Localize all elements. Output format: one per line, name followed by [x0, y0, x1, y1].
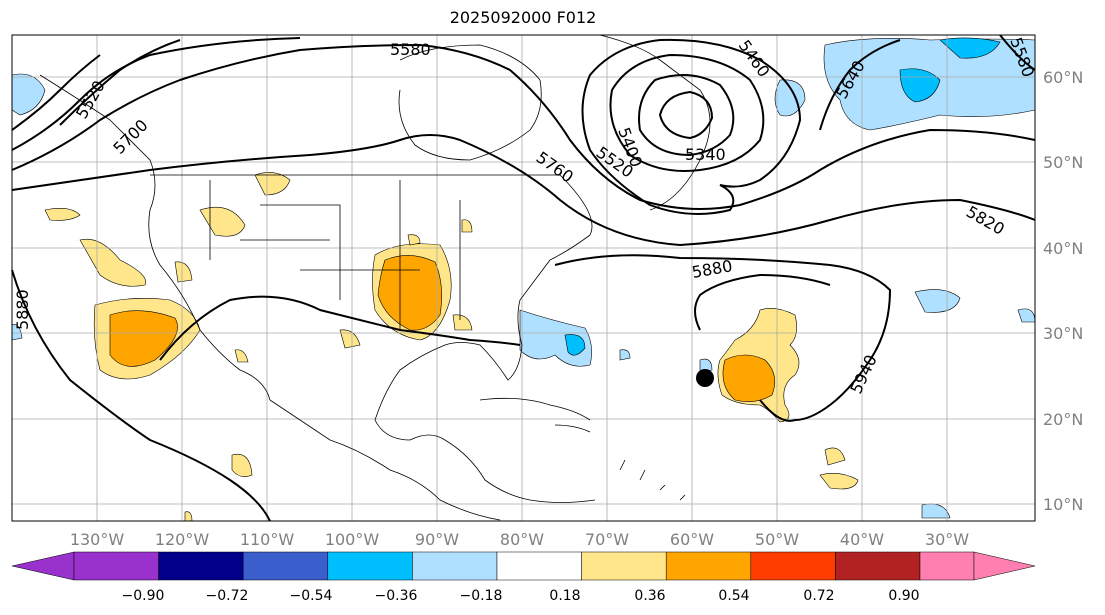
- colorbar-tick-label: 0.90: [888, 588, 919, 604]
- colorbar-segment: [919, 551, 975, 581]
- coastlines: [39, 34, 711, 521]
- lat-label: 10°N: [1043, 495, 1083, 514]
- lon-label: 50°W: [755, 530, 799, 549]
- colorbar-segment: [496, 551, 582, 581]
- colorbar-tick-label: −0.72: [206, 588, 249, 604]
- colorbar-segment: [581, 551, 667, 581]
- lat-label: 20°N: [1043, 410, 1083, 429]
- lon-label: 90°W: [415, 530, 459, 549]
- latitude-labels: 60°N 50°N 40°N 30°N 20°N 10°N: [1043, 68, 1083, 514]
- map-frame: [11, 34, 1036, 522]
- colorbar-segment: [750, 551, 836, 581]
- contour-label: 5580: [390, 40, 431, 59]
- storm-center-marker: [696, 369, 714, 387]
- height-contours: [11, 34, 1036, 522]
- colorbar-segment: [973, 551, 1036, 581]
- lat-label: 50°N: [1043, 153, 1083, 172]
- contour-label: 5880: [13, 289, 32, 330]
- colorbar-tick-label: −0.90: [122, 588, 165, 604]
- lat-label: 60°N: [1043, 68, 1083, 87]
- colorbar-segment: [73, 551, 159, 581]
- lat-label: 30°N: [1043, 324, 1083, 343]
- lon-label: 80°W: [500, 530, 544, 549]
- colorbar-tick-label: −0.36: [375, 588, 418, 604]
- anomaly-shading: [11, 37, 1036, 522]
- lon-label: 100°W: [325, 530, 380, 549]
- lat-label: 40°N: [1043, 239, 1083, 258]
- colorbar-tick-label: 0.54: [718, 588, 749, 604]
- colorbar-ticks: −0.90 −0.72 −0.54 −0.36 −0.18 0.18 0.36 …: [122, 588, 920, 604]
- colorbar-segment: [412, 551, 498, 581]
- colorbar-tick-label: 0.18: [549, 588, 580, 604]
- lon-label: 70°W: [585, 530, 629, 549]
- colorbar-tick-label: 0.36: [634, 588, 665, 604]
- colorbar-segment: [242, 551, 329, 581]
- colorbar: [11, 551, 1036, 581]
- lon-label: 120°W: [155, 530, 210, 549]
- lon-label: 60°W: [670, 530, 714, 549]
- colorbar-segment: [665, 551, 752, 581]
- lon-label: 110°W: [240, 530, 295, 549]
- contour-label: 5340: [685, 145, 726, 164]
- longitude-labels: 130°W 120°W 110°W 100°W 90°W 80°W 70°W 6…: [70, 530, 969, 549]
- colorbar-segment: [327, 551, 413, 581]
- colorbar-tick-label: 0.72: [803, 588, 834, 604]
- lon-label: 40°W: [840, 530, 884, 549]
- colorbar-segment: [158, 551, 244, 581]
- map-title: 2025092000 F012: [449, 8, 597, 27]
- colorbar-tick-label: −0.18: [460, 588, 503, 604]
- colorbar-segment: [11, 551, 75, 581]
- lon-label: 30°W: [925, 530, 969, 549]
- colorbar-tick-label: −0.54: [290, 588, 333, 604]
- lon-label: 130°W: [70, 530, 125, 549]
- colorbar-segment: [835, 551, 921, 581]
